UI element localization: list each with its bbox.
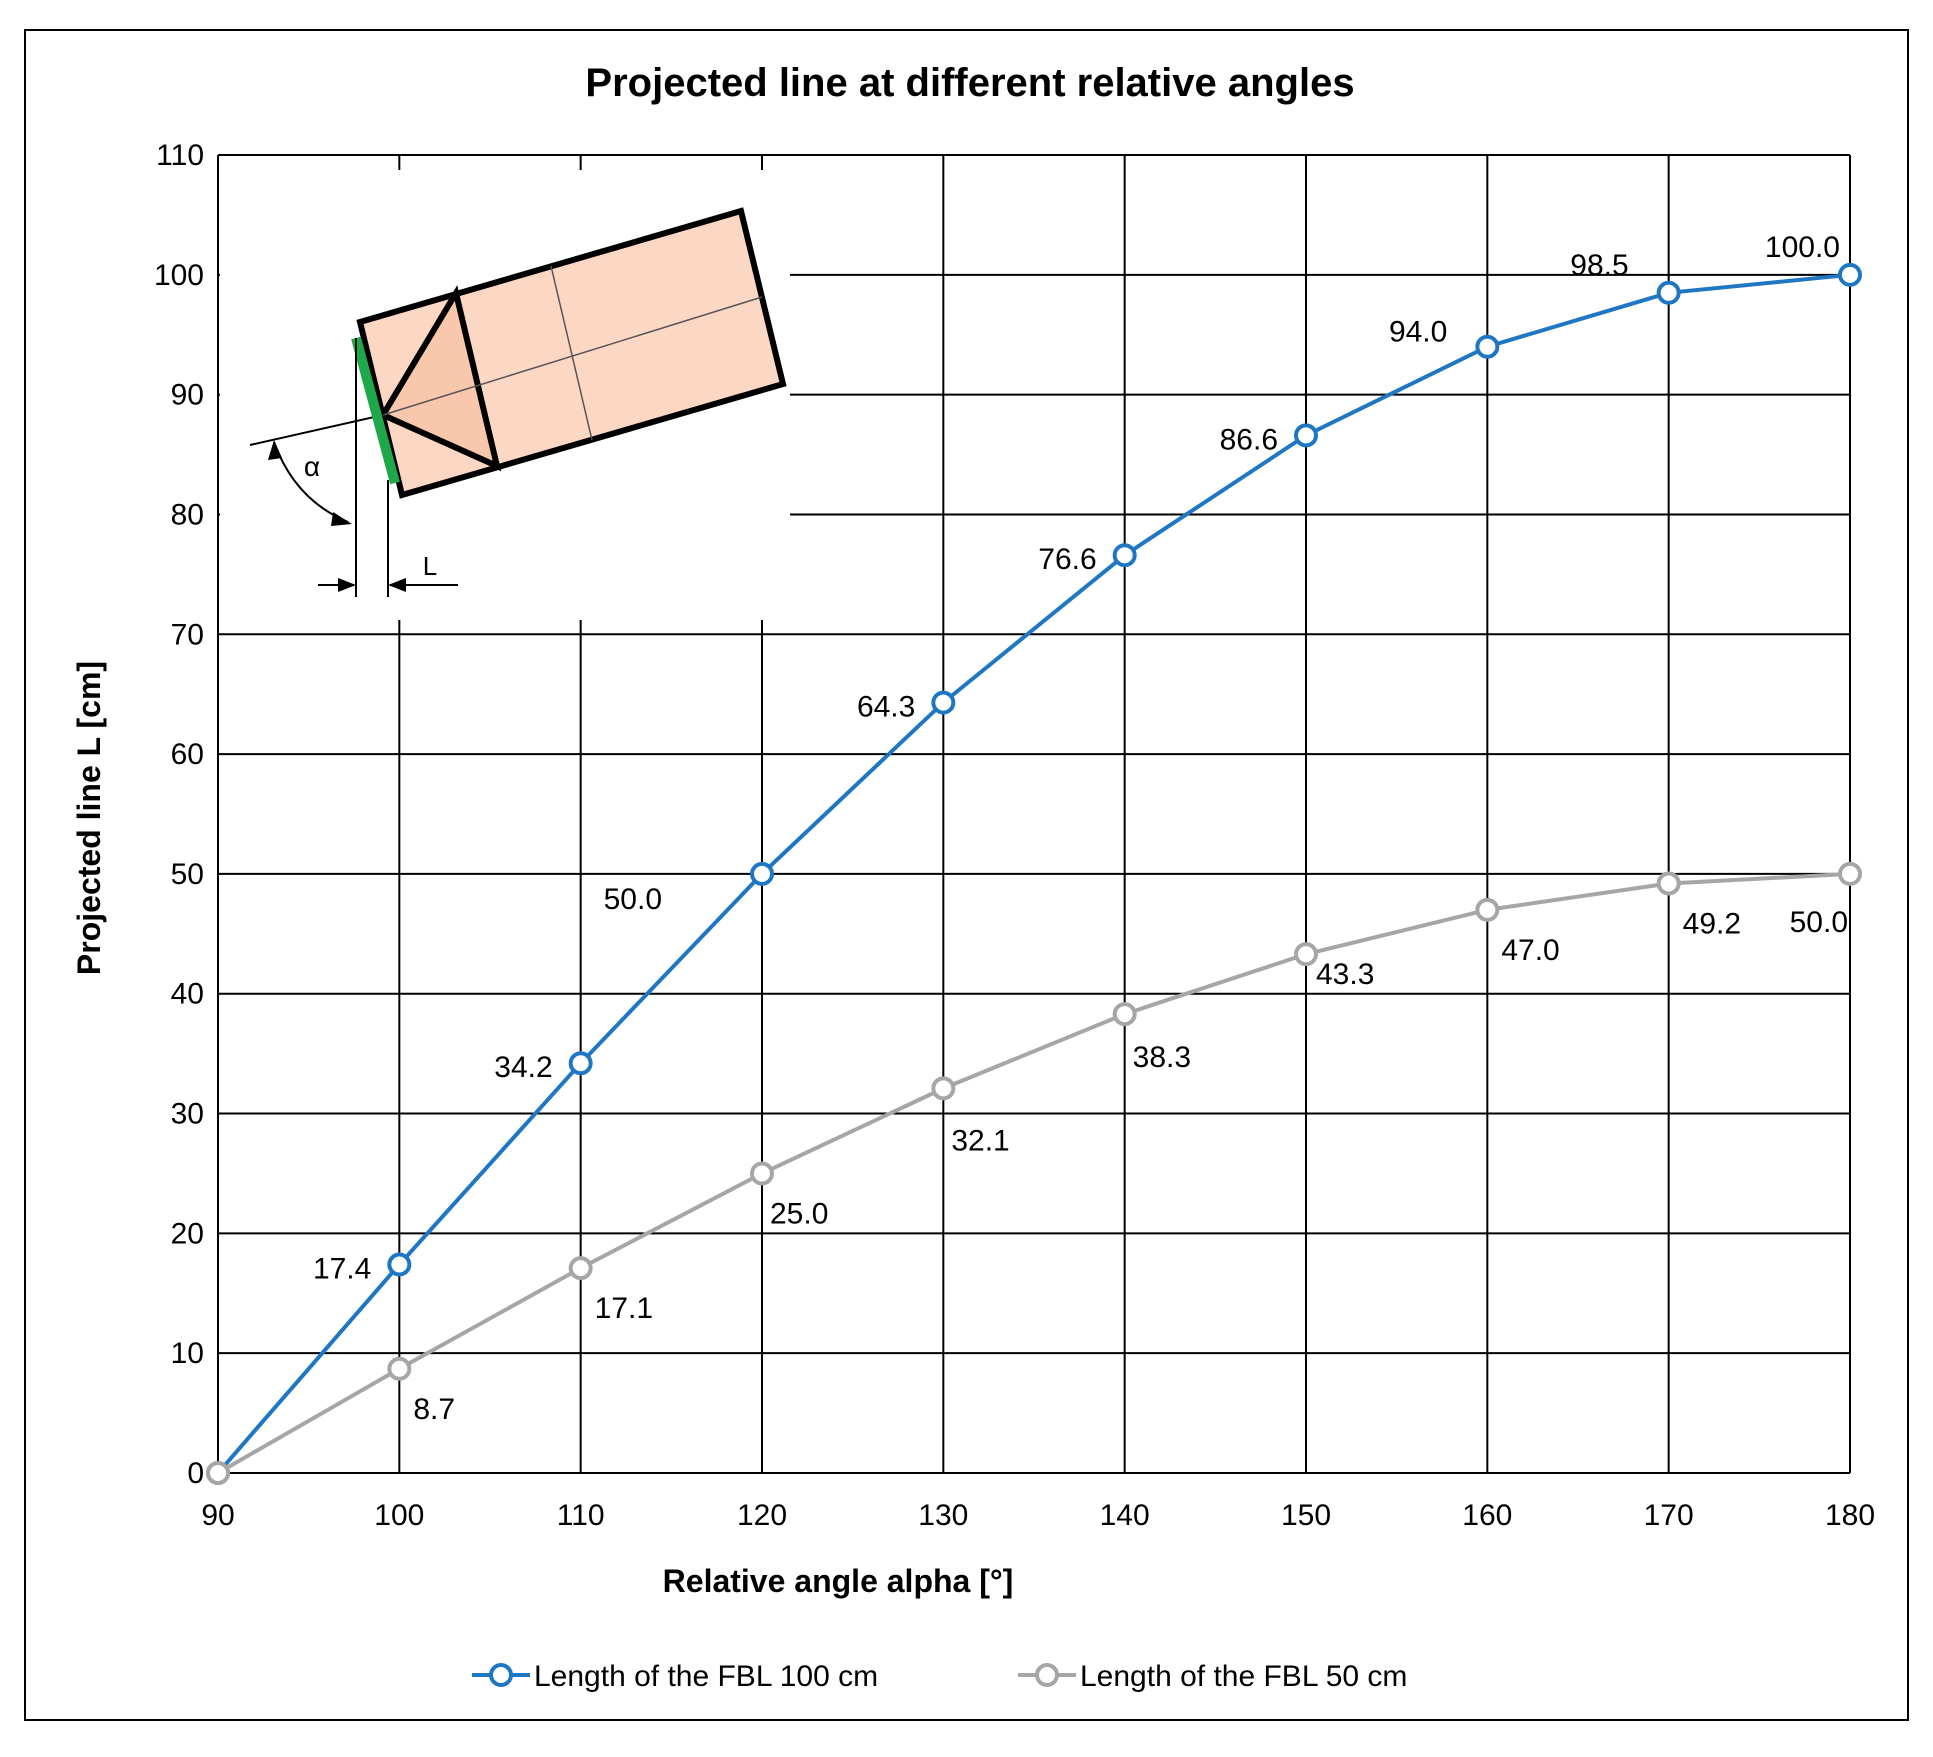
data-label: 34.2 <box>494 1051 552 1084</box>
data-label: 49.2 <box>1683 907 1741 940</box>
legend-marker <box>1035 1663 1059 1687</box>
inset-length-symbol: L <box>423 551 437 581</box>
data-point <box>387 1356 412 1381</box>
inset-dimension-arrow-right <box>388 578 406 592</box>
chart-title: Projected line at different relative ang… <box>585 61 1354 105</box>
y-tick-label: 90 <box>171 379 204 412</box>
data-point <box>1838 262 1862 287</box>
data-point <box>1112 543 1137 568</box>
legend-marker <box>489 1663 513 1687</box>
inset-midline-vertical <box>550 265 593 441</box>
inset-triangle <box>378 285 502 472</box>
data-label: 38.3 <box>1133 1041 1191 1074</box>
y-axis-label: Projected line L [cm] <box>71 661 107 975</box>
x-tick-label: 90 <box>201 1499 234 1532</box>
series <box>206 262 1862 1485</box>
y-tick-label: 80 <box>171 498 204 531</box>
data-point <box>1838 861 1862 886</box>
data-label: 100.0 <box>1765 231 1840 264</box>
legend-label: Length of the FBL 100 cm <box>534 1660 878 1693</box>
inset-highlight-edge <box>351 336 400 485</box>
data-point <box>1475 334 1500 359</box>
data-point <box>750 861 774 886</box>
data-point <box>206 1461 230 1485</box>
data-point <box>1112 1002 1137 1027</box>
x-tick-label: 150 <box>1281 1499 1331 1532</box>
data-label: 50.0 <box>1790 906 1848 939</box>
legend: Length of the FBL 100 cm Length of the FB… <box>472 1660 1407 1693</box>
data-label: 25.0 <box>770 1197 828 1230</box>
x-tick-label: 130 <box>918 1499 968 1532</box>
data-point <box>1656 280 1681 305</box>
data-label: 47.0 <box>1501 934 1559 967</box>
y-tick-label: 30 <box>171 1098 204 1131</box>
x-tick-label: 180 <box>1825 1499 1875 1532</box>
data-point <box>568 1256 593 1281</box>
data-label: 8.7 <box>413 1393 455 1426</box>
data-label: 17.4 <box>313 1253 371 1286</box>
data-point <box>1656 871 1681 896</box>
x-tick-label: 140 <box>1100 1499 1150 1532</box>
data-point <box>568 1051 593 1076</box>
inset-diagram: α L <box>220 170 790 620</box>
data-point <box>750 1161 774 1186</box>
data-point <box>931 690 956 715</box>
data-point <box>931 1076 956 1101</box>
y-tick-label: 40 <box>171 978 204 1011</box>
data-point <box>1475 897 1500 922</box>
x-tick-label: 170 <box>1644 1499 1694 1532</box>
y-tick-label: 100 <box>154 259 204 292</box>
data-label: 76.6 <box>1038 543 1096 576</box>
y-tick-label: 0 <box>187 1457 204 1490</box>
inset-dimension-arrow-left <box>338 578 356 592</box>
data-label: 32.1 <box>951 1124 1009 1157</box>
data-label: 94.0 <box>1389 316 1447 349</box>
tick-labels: 0 10 20 30 40 50 60 70 80 90 100 110 90 100 110 120 130 1… <box>154 139 1875 1532</box>
data-label: 43.3 <box>1316 958 1374 991</box>
series-line <box>217 871 1851 1475</box>
inset-angle-symbol: α <box>304 451 320 482</box>
series-line <box>216 272 1851 1475</box>
y-tick-label: 20 <box>171 1217 204 1250</box>
data-label: 17.1 <box>595 1292 653 1325</box>
data-label: 86.6 <box>1220 423 1278 456</box>
data-label: 98.5 <box>1570 249 1628 282</box>
x-tick-label: 120 <box>737 1499 787 1532</box>
x-tick-label: 100 <box>374 1499 424 1532</box>
y-tick-label: 110 <box>156 139 204 172</box>
data-point <box>1294 942 1318 967</box>
data-point <box>387 1252 412 1277</box>
x-tick-label: 160 <box>1462 1499 1512 1532</box>
y-tick-label: 60 <box>171 738 204 771</box>
y-tick-label: 70 <box>171 618 204 651</box>
y-tick-label: 10 <box>171 1337 204 1370</box>
data-labels: 17.4 34.2 50.0 64.3 76.6 86.6 94.0 98.5 100.0 8.7… <box>313 231 1848 1426</box>
legend-label: Length of the FBL 50 cm <box>1080 1660 1407 1693</box>
data-point <box>1294 423 1318 448</box>
inset-arrow-head-bottom <box>331 512 352 526</box>
data-label: 50.0 <box>604 883 662 916</box>
inset-projection-line <box>249 414 384 446</box>
y-tick-label: 50 <box>171 858 204 891</box>
x-tick-label: 110 <box>557 1499 605 1532</box>
inset-arrow-head-top <box>268 440 282 460</box>
x-axis-label: Relative angle alpha [°] <box>663 1563 1014 1599</box>
data-label: 64.3 <box>857 691 915 724</box>
